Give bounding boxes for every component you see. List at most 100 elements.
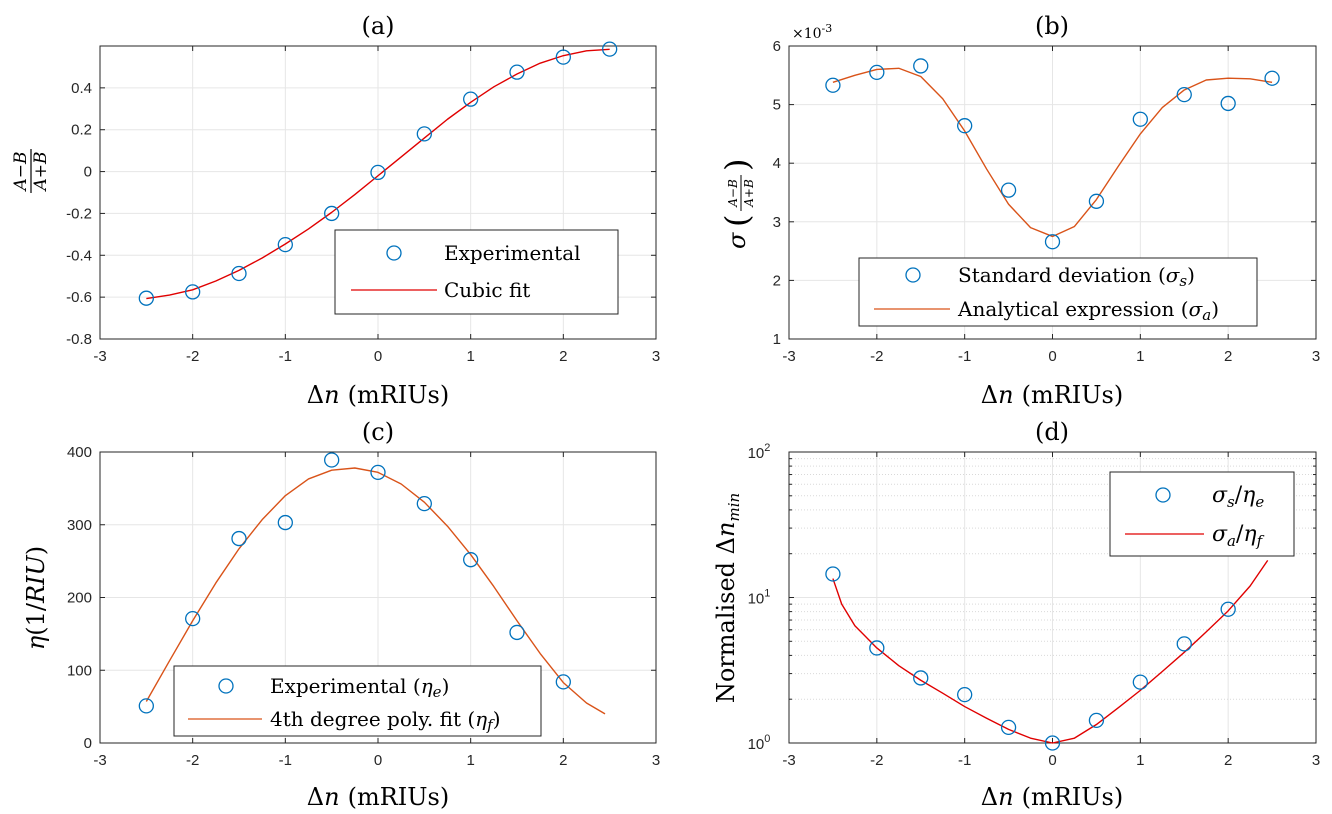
y-tick-label: 100	[748, 733, 771, 753]
panel-b-xlabel: Δn (mRIUs)	[981, 381, 1123, 409]
x-tick-label: -1	[958, 752, 971, 769]
data-point	[1000, 719, 1017, 736]
data-point	[416, 495, 432, 512]
y-tick-label: 6	[773, 38, 781, 55]
y-tick-label: -0.8	[66, 331, 92, 348]
panel-d-ylabel: Normalised Δnmin	[712, 493, 743, 703]
data-point	[277, 236, 293, 253]
legend-box	[858, 257, 1258, 327]
panel-b-title: (b)	[1035, 12, 1069, 40]
x-tick-label: 0	[1048, 348, 1056, 365]
legend-label-sigma-a-eta-f: σa/ηf	[1212, 522, 1265, 550]
y-tick-label: 400	[67, 444, 92, 461]
x-tick-label: -3	[782, 752, 795, 769]
y-tick-label: -0.6	[66, 289, 92, 306]
panel-d-title: (d)	[1035, 418, 1069, 446]
x-tick-label: -3	[93, 348, 106, 365]
y-tick-label: 0	[84, 735, 92, 752]
x-tick-label: -2	[870, 752, 883, 769]
panel-a-title: (a)	[361, 12, 394, 40]
panel-b: (b) -3 -2 -1 0 1 2 3 1 2 3 4 5 6 ×10-3 σ ( A−B A+B )…	[718, 12, 1320, 409]
data-point	[463, 91, 479, 107]
x-tick-label: 0	[374, 348, 382, 365]
data-point	[1132, 111, 1148, 127]
data-point	[1088, 193, 1105, 209]
panel-c: (c) -3 -2 -1 0 1 2 3 0 100 200 300 400 η(1/RIU) Δn(…	[22, 418, 660, 811]
x-tick-label: -1	[279, 348, 292, 365]
legend-box	[1109, 471, 1295, 557]
x-tick-label: 1	[466, 752, 474, 769]
series-line	[146, 48, 610, 300]
ylabel-a-denominator: A+B	[31, 151, 51, 192]
data-point	[1000, 182, 1017, 198]
ylabel-b-paren-open: (	[718, 215, 756, 227]
data-point	[869, 640, 885, 656]
data-point	[1264, 70, 1280, 86]
data-point	[957, 686, 973, 703]
panel-c-title: (c)	[362, 418, 394, 446]
panel-b-legend: Standard deviation (σs) Analytical expre…	[858, 257, 1258, 327]
data-point	[1176, 636, 1192, 652]
x-tick-label: 1	[1136, 348, 1144, 365]
data-point	[1044, 234, 1061, 250]
data-point	[509, 624, 525, 641]
panel-d-legend: σs/ηe σa/ηf	[1109, 471, 1295, 557]
y-tick-label: 5	[773, 97, 781, 114]
legend-marker	[905, 267, 921, 283]
x-tick-label: 1	[466, 348, 474, 365]
y-tick-label: 300	[67, 517, 92, 534]
data-point	[825, 77, 841, 93]
x-tick-label: -2	[186, 752, 199, 769]
data-point	[509, 64, 525, 80]
y-tick-label: 4	[773, 155, 781, 172]
panel-b-ylabel: σ ( A−B A+B )	[718, 159, 756, 249]
y-tick-label: 3	[773, 214, 781, 231]
panel-a-legend: Experimental Cubic fit	[334, 229, 619, 315]
y-tick-label: 2	[773, 272, 781, 289]
x-tick-label: 2	[559, 752, 567, 769]
data-point	[416, 126, 432, 142]
ylabel-b-paren-close: )	[718, 159, 756, 171]
data-point	[1176, 86, 1192, 103]
x-tick-label: 2	[1224, 348, 1232, 365]
legend-label-experimental-eta: Experimental (ηe)	[270, 674, 449, 701]
data-point	[370, 464, 386, 481]
data-point	[231, 530, 247, 547]
y-tick-label: 0	[84, 164, 92, 181]
y-tick-label: 0.4	[71, 80, 92, 97]
y-tick-label: 200	[67, 590, 92, 607]
data-point	[602, 41, 618, 57]
x-tick-label: -1	[958, 348, 971, 365]
data-point	[370, 164, 386, 181]
y-tick-label: 1	[773, 331, 781, 348]
legend-box	[173, 665, 542, 737]
x-tick-label: -3	[782, 348, 795, 365]
panel-a: (a) -3 -2 -1 0 1 2 3 -0.8 -0.6 -0.4 -0.2 0 0.2 0.4 A−…	[11, 12, 660, 409]
panel-a-xlabel: Δn (mRIUs)	[307, 381, 449, 409]
x-tick-label: 0	[374, 752, 382, 769]
data-point	[185, 610, 201, 627]
data-point	[913, 670, 929, 686]
ylabel-b-denominator: A+B	[742, 179, 756, 208]
data-point	[138, 698, 154, 714]
y-tick-label: -0.4	[66, 247, 92, 264]
data-point	[1044, 735, 1061, 751]
legend-label-experimental: Experimental	[444, 241, 581, 265]
series-line	[145, 467, 606, 715]
legend-label-standard-deviation: Standard deviation (σs)	[958, 263, 1195, 290]
panel-a-ylabel: A−B A+B	[11, 149, 51, 193]
x-tick-label: 3	[1312, 752, 1320, 769]
legend-box	[334, 229, 619, 315]
data-point	[138, 290, 154, 306]
panel-c-ylabel: η(1/RIU)	[22, 546, 50, 650]
data-point	[1220, 95, 1236, 112]
y-tick-label: -0.2	[66, 205, 92, 222]
y-tick-label: 101	[748, 588, 771, 608]
x-tick-label: 1	[1136, 752, 1144, 769]
ylabel-a-numerator: A−B	[11, 151, 31, 192]
data-point	[825, 566, 841, 582]
x-tick-label: 2	[559, 348, 567, 365]
data-point	[231, 265, 247, 282]
data-point	[324, 205, 340, 222]
